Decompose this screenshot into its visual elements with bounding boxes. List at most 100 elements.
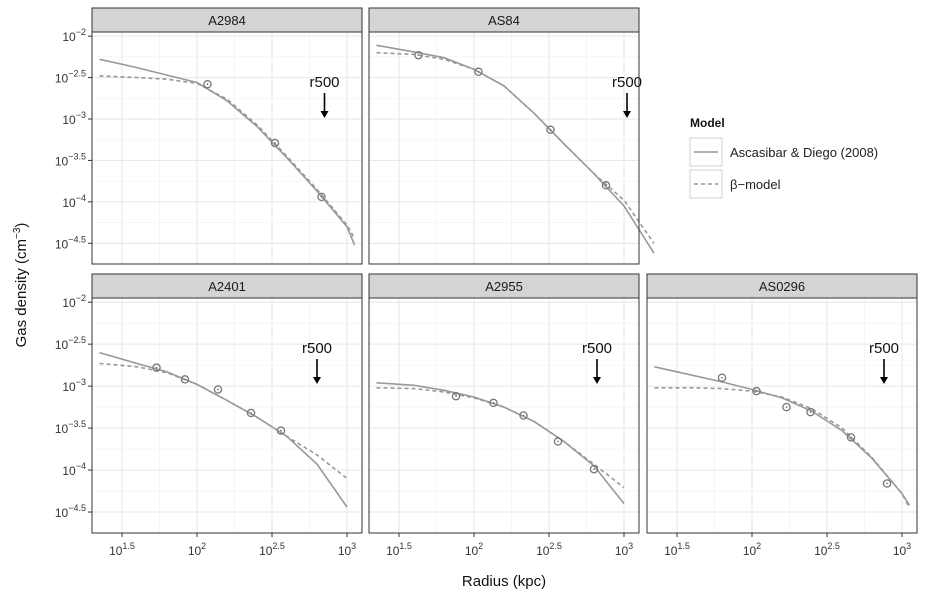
x-tick-exponent: 2 bbox=[756, 541, 761, 551]
series-line-beta bbox=[654, 386, 911, 509]
x-tick-label: 102 bbox=[188, 541, 206, 558]
y-tick-base: 10 bbox=[62, 464, 76, 478]
y-tick-exponent: −4 bbox=[76, 193, 86, 203]
y-tick-exponent: −3 bbox=[76, 377, 86, 387]
y-axis-title-close: ) bbox=[13, 223, 30, 228]
legend: Model Ascasibar & Diego (2008) β−model bbox=[689, 116, 878, 199]
series-line-beta bbox=[376, 51, 655, 244]
data-point bbox=[589, 464, 599, 474]
y-tick-exponent: −4 bbox=[76, 461, 86, 471]
x-tick-label: 102.5 bbox=[259, 541, 285, 558]
x-tick-base: 10 bbox=[664, 544, 678, 558]
plot-background bbox=[647, 298, 917, 533]
plot-background bbox=[92, 298, 362, 533]
y-tick-base: 10 bbox=[55, 154, 69, 168]
x-tick-labels: 101.5 102 102.5 103 101.5 102 102.5 103 101.5 102… bbox=[109, 533, 911, 558]
panel-as84: r500 AS84 bbox=[368, 7, 655, 265]
data-point bbox=[846, 433, 856, 442]
series-line-beta bbox=[376, 387, 625, 489]
y-tick-exponent: −2.5 bbox=[68, 69, 86, 79]
y-tick-label: 10−2.5 bbox=[55, 335, 86, 352]
x-tick-exponent: 2.5 bbox=[827, 541, 840, 551]
y-axis-title-main: Gas density (cm bbox=[13, 239, 30, 347]
data-point-center bbox=[522, 414, 525, 417]
y-tick-label: 10−4.5 bbox=[55, 234, 86, 251]
x-axis-title: Radius (kpc) bbox=[462, 573, 546, 590]
data-point bbox=[451, 391, 461, 401]
y-tick-exponent: −3.5 bbox=[68, 419, 86, 429]
x-tick-base: 10 bbox=[259, 544, 273, 558]
r500-arrow-head bbox=[623, 111, 631, 118]
y-tick-base: 10 bbox=[62, 380, 76, 394]
y-tick-label: 10−4.5 bbox=[55, 503, 86, 520]
y-tick-base: 10 bbox=[62, 296, 76, 310]
r500-label: r500 bbox=[302, 340, 332, 357]
x-tick-exponent: 2.5 bbox=[272, 541, 285, 551]
x-tick-exponent: 3 bbox=[351, 541, 356, 551]
y-tick-label: 10−2 bbox=[62, 27, 86, 44]
panel-strip bbox=[91, 273, 363, 299]
y-tick-exponent: −3.5 bbox=[68, 151, 86, 161]
data-point bbox=[213, 385, 223, 394]
data-point bbox=[152, 363, 161, 372]
x-tick-exponent: 3 bbox=[906, 541, 911, 551]
x-tick-label: 102 bbox=[743, 541, 761, 558]
data-point bbox=[806, 407, 815, 417]
data-point bbox=[203, 79, 212, 89]
data-point-center bbox=[417, 54, 420, 57]
y-tick-label: 10−2 bbox=[62, 293, 86, 310]
legend-label-ascasibar: Ascasibar & Diego (2008) bbox=[730, 145, 878, 160]
x-tick-label: 101.5 bbox=[664, 541, 690, 558]
y-tick-label: 10−3.5 bbox=[55, 151, 86, 168]
data-point-center bbox=[492, 402, 495, 404]
data-point bbox=[474, 67, 483, 77]
data-point-center bbox=[850, 436, 852, 439]
legend-label-beta: β−model bbox=[730, 177, 781, 192]
data-point bbox=[519, 411, 528, 420]
y-tick-base: 10 bbox=[55, 506, 69, 520]
x-tick-exponent: 2 bbox=[478, 541, 483, 551]
y-tick-base: 10 bbox=[55, 338, 69, 352]
y-tick-label: 10−4 bbox=[62, 193, 86, 210]
x-tick-base: 10 bbox=[338, 544, 352, 558]
data-point-center bbox=[155, 366, 158, 369]
panel-title: A2401 bbox=[208, 279, 246, 294]
panel-a2955: r500 A2955 bbox=[368, 273, 640, 534]
y-tick-label: 10−2.5 bbox=[55, 69, 86, 86]
x-tick-exponent: 1.5 bbox=[399, 541, 412, 551]
data-point bbox=[270, 138, 280, 148]
panel-title: A2984 bbox=[208, 13, 246, 28]
y-tick-base: 10 bbox=[55, 72, 69, 86]
y-tick-label: 10−4 bbox=[62, 461, 86, 478]
panel-a2984: r500 A2984 bbox=[91, 7, 363, 265]
plot-background bbox=[369, 32, 639, 264]
data-point bbox=[489, 398, 498, 408]
data-point-center bbox=[549, 128, 552, 131]
data-point bbox=[752, 386, 761, 396]
y-tick-exponent: −4.5 bbox=[68, 503, 86, 513]
panels-layer: r500 A2984 r500 AS84 r500 A2401 r500 A2955 r500 A… bbox=[91, 7, 918, 534]
panel-strip bbox=[368, 7, 640, 33]
panel-title: AS0296 bbox=[759, 279, 805, 294]
x-tick-base: 10 bbox=[465, 544, 479, 558]
data-point-center bbox=[280, 429, 282, 432]
x-tick-base: 10 bbox=[743, 544, 757, 558]
data-point-center bbox=[274, 142, 276, 144]
data-point bbox=[882, 479, 892, 488]
series-line-beta bbox=[99, 362, 348, 480]
data-point-center bbox=[455, 395, 457, 398]
data-point-center bbox=[217, 388, 219, 391]
y-tick-exponent: −2 bbox=[76, 27, 86, 37]
x-tick-label: 102.5 bbox=[536, 541, 562, 558]
x-tick-exponent: 2 bbox=[201, 541, 206, 551]
y-tick-base: 10 bbox=[62, 196, 76, 210]
data-point-center bbox=[809, 411, 812, 414]
data-point-center bbox=[184, 378, 186, 381]
y-axis-title-exponent: −3 bbox=[12, 227, 23, 239]
r500-arrow-head bbox=[593, 377, 601, 384]
r500-label: r500 bbox=[309, 74, 339, 91]
data-point bbox=[601, 181, 611, 190]
data-point bbox=[180, 375, 190, 384]
data-point bbox=[317, 192, 326, 202]
